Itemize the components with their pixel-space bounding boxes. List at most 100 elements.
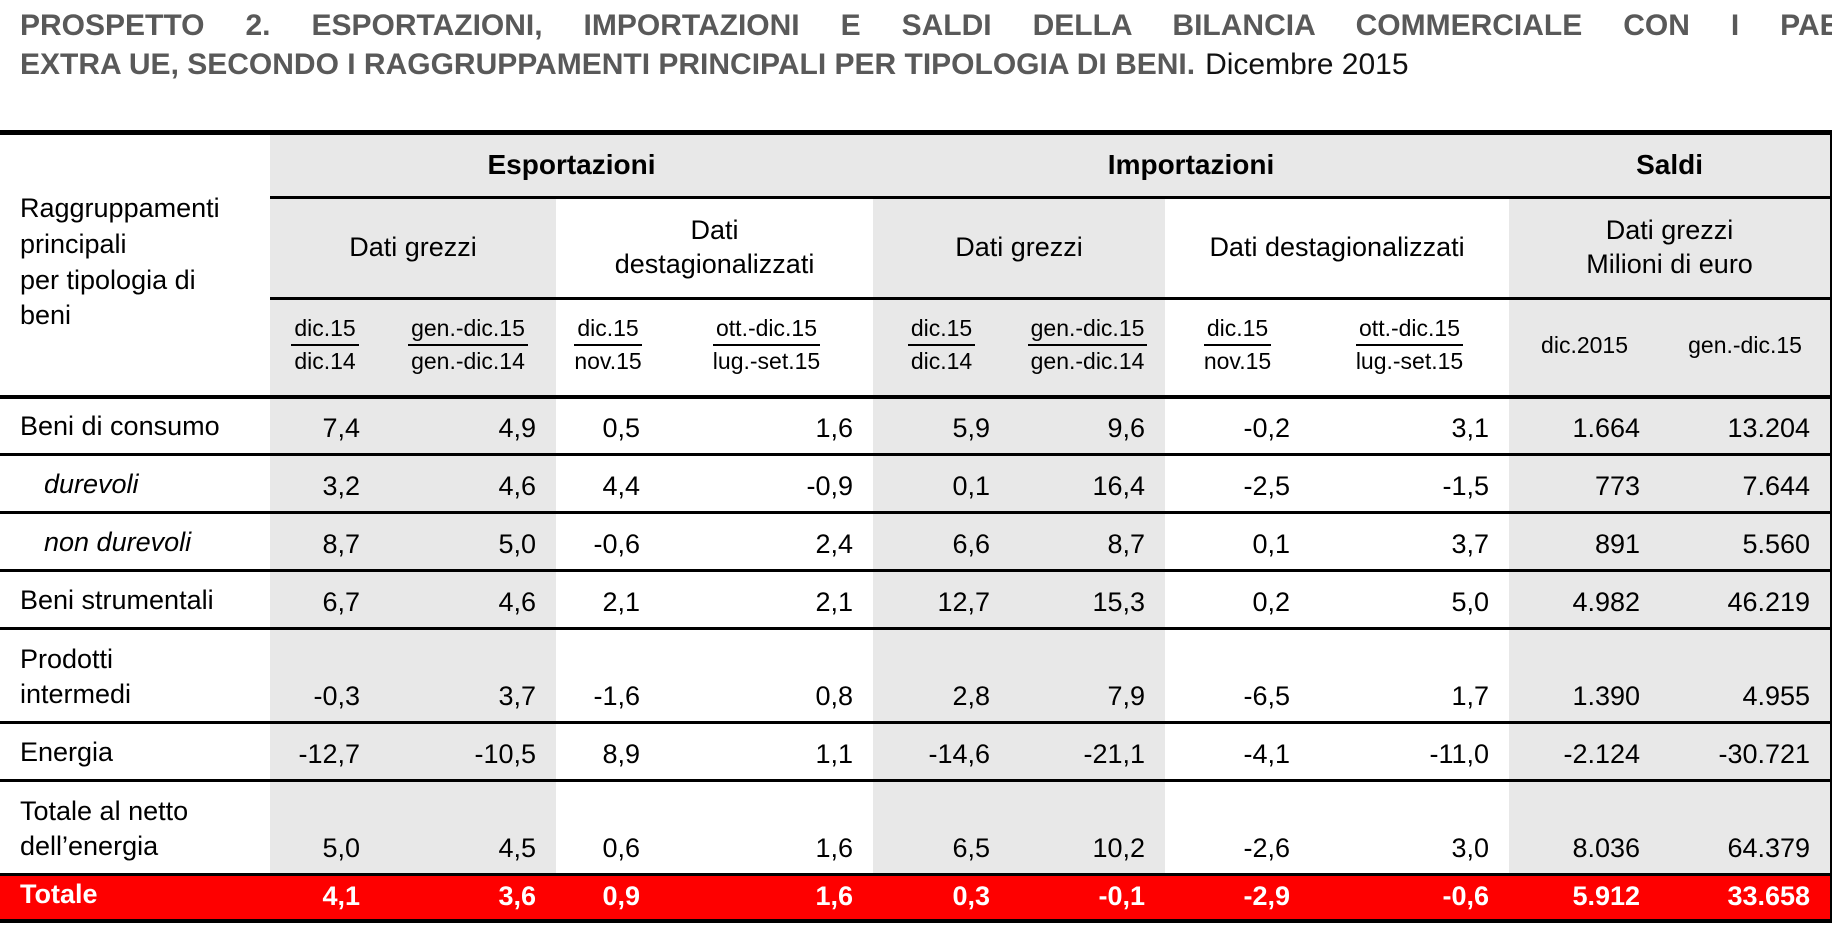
table-row-energia: Energia -12,7 -10,5 8,9 1,1 -14,6 -21,1 … bbox=[0, 722, 1832, 782]
period-denominator: dic.14 bbox=[910, 348, 973, 375]
table-row-beni-di-consumo: Beni di consumo 7,4 4,9 0,5 1,6 5,9 9,6 … bbox=[0, 396, 1832, 456]
table-cell: 33.658 bbox=[1660, 874, 1832, 924]
table-row-durevoli: durevoli 3,2 4,6 4,4 -0,9 0,1 16,4 -2,5 … bbox=[0, 454, 1832, 514]
table-cell: 12,7 bbox=[873, 570, 1011, 630]
row-label: non durevoli bbox=[0, 512, 270, 572]
period-header-saldi: dic.2015 bbox=[1509, 298, 1661, 399]
table-cell: 9,6 bbox=[1010, 396, 1166, 456]
title-line-2: EXTRA UE, SECONDO I RAGGRUPPAMENTI PRINC… bbox=[20, 46, 1832, 84]
table-cell: 8.036 bbox=[1509, 780, 1661, 876]
table-cell: 2,1 bbox=[556, 570, 660, 630]
table-cell: 5,0 bbox=[1310, 570, 1510, 630]
period-numerator: gen.-dic.15 bbox=[1027, 315, 1148, 347]
table-cell: -0,1 bbox=[1010, 874, 1166, 924]
period-header: dic.15 nov.15 bbox=[1165, 298, 1311, 399]
table-cell: 8,9 bbox=[556, 722, 660, 782]
table-cell: 0,5 bbox=[556, 396, 660, 456]
table-cell: 1,1 bbox=[660, 722, 874, 782]
table-cell: 16,4 bbox=[1010, 454, 1166, 514]
period-header-saldi: gen.-dic.15 bbox=[1660, 298, 1832, 399]
row-label: Totale al netto dell’energia bbox=[0, 780, 270, 876]
subgroup-saldi-dati-grezzi: Dati grezzi Milioni di euro bbox=[1509, 197, 1832, 300]
table-title: PROSPETTO 2. ESPORTAZIONI, IMPORTAZIONI … bbox=[20, 8, 1832, 84]
period-header: gen.-dic.15 gen.-dic.14 bbox=[1010, 298, 1166, 399]
table-cell: 7,9 bbox=[1010, 628, 1166, 724]
table-cell: 3,0 bbox=[1310, 780, 1510, 876]
table-cell: 4.955 bbox=[1660, 628, 1832, 724]
table-cell: 891 bbox=[1509, 512, 1661, 572]
group-header-saldi: Saldi bbox=[1509, 132, 1832, 200]
table-row-prodotti-intermedi: Prodotti intermedi -0,3 3,7 -1,6 0,8 2,8… bbox=[0, 628, 1832, 724]
period-header: dic.15 dic.14 bbox=[270, 298, 380, 399]
subgroup-exp-dati-grezzi: Dati grezzi bbox=[270, 197, 556, 300]
period-header: gen.-dic.15 gen.-dic.14 bbox=[380, 298, 556, 399]
table-cell: 1,6 bbox=[660, 780, 874, 876]
table-cell: 0,3 bbox=[873, 874, 1011, 924]
table-cell: -2,6 bbox=[1165, 780, 1311, 876]
table-cell: 6,5 bbox=[873, 780, 1011, 876]
table-cell: 7.644 bbox=[1660, 454, 1832, 514]
table-cell: 0,8 bbox=[660, 628, 874, 724]
subgroup-imp-dati-grezzi: Dati grezzi bbox=[873, 197, 1166, 300]
period-denominator: gen.-dic.14 bbox=[411, 348, 525, 375]
title-date: Dicembre 2015 bbox=[1205, 48, 1409, 81]
table-cell: -0,2 bbox=[1165, 396, 1311, 456]
table-cell: 4,6 bbox=[380, 454, 556, 514]
row-label-totale: Totale bbox=[0, 874, 270, 924]
table-row-beni-strumentali: Beni strumentali 6,7 4,6 2,1 2,1 12,7 15… bbox=[0, 570, 1832, 630]
table-cell: 5,0 bbox=[380, 512, 556, 572]
table-cell: 2,8 bbox=[873, 628, 1011, 724]
table-cell: 0,6 bbox=[556, 780, 660, 876]
table-cell: -12,7 bbox=[270, 722, 380, 782]
table-cell: 4,5 bbox=[380, 780, 556, 876]
table-cell: 4,9 bbox=[380, 396, 556, 456]
table-cell: 4,1 bbox=[270, 874, 380, 924]
trade-balance-table: Raggruppamenti principali per tipologia … bbox=[0, 129, 1832, 924]
table-cell: -2,9 bbox=[1165, 874, 1311, 924]
table-cell: 64.379 bbox=[1660, 780, 1832, 876]
period-denominator: lug.-set.15 bbox=[1355, 348, 1464, 375]
table-cell: 3,6 bbox=[380, 874, 556, 924]
table-cell: 0,9 bbox=[556, 874, 660, 924]
table-cell: -0,9 bbox=[660, 454, 874, 514]
table-cell: -1,5 bbox=[1310, 454, 1510, 514]
table-cell: -4,1 bbox=[1165, 722, 1311, 782]
row-label: Energia bbox=[0, 722, 270, 782]
table-cell: 4.982 bbox=[1509, 570, 1661, 630]
group-header-esportazioni: Esportazioni bbox=[270, 132, 874, 200]
table-cell: -10,5 bbox=[380, 722, 556, 782]
period-denominator: nov.15 bbox=[1203, 348, 1272, 375]
page: { "title": { "line1": "PROSPETTO 2. ESPO… bbox=[0, 8, 1832, 946]
table-cell: -6,5 bbox=[1165, 628, 1311, 724]
period-numerator: ott.-dic.15 bbox=[713, 315, 820, 347]
period-numerator: dic.15 bbox=[291, 315, 359, 347]
table-cell: 0,1 bbox=[1165, 512, 1311, 572]
table-cell: 4,6 bbox=[380, 570, 556, 630]
table-cell: -21,1 bbox=[1010, 722, 1166, 782]
period-numerator: dic.15 bbox=[574, 315, 642, 347]
table-cell: 5.560 bbox=[1660, 512, 1832, 572]
table-row-totale-al-netto-energia: Totale al netto dell’energia 5,0 4,5 0,6… bbox=[0, 780, 1832, 876]
table-cell: -2,5 bbox=[1165, 454, 1311, 514]
table-cell: 1,6 bbox=[660, 396, 874, 456]
period-header: dic.15 dic.14 bbox=[873, 298, 1011, 399]
table-cell: 6,7 bbox=[270, 570, 380, 630]
table-cell: 1,6 bbox=[660, 874, 874, 924]
period-header: dic.15 nov.15 bbox=[556, 298, 660, 399]
period-denominator: lug.-set.15 bbox=[712, 348, 821, 375]
group-header-importazioni: Importazioni bbox=[873, 132, 1510, 200]
table-cell: 2,4 bbox=[660, 512, 874, 572]
table-cell: 3,7 bbox=[1310, 512, 1510, 572]
header-period-row: dic.15 dic.14 gen.-dic.15 gen.-dic.14 dic.… bbox=[0, 298, 1832, 399]
table-cell: -0,3 bbox=[270, 628, 380, 724]
table-row-totale: Totale 4,1 3,6 0,9 1,6 0,3 -0,1 -2,9 -0,… bbox=[0, 874, 1832, 924]
period-numerator: ott.-dic.15 bbox=[1356, 315, 1464, 347]
table-cell: 7,4 bbox=[270, 396, 380, 456]
period-denominator: gen.-dic.14 bbox=[1030, 348, 1145, 375]
period-denominator: nov.15 bbox=[574, 348, 642, 375]
row-label: Beni strumentali bbox=[0, 570, 270, 630]
table-cell: 1.664 bbox=[1509, 396, 1661, 456]
table-cell: -14,6 bbox=[873, 722, 1011, 782]
table-cell: -0,6 bbox=[556, 512, 660, 572]
table-cell: 2,1 bbox=[660, 570, 874, 630]
